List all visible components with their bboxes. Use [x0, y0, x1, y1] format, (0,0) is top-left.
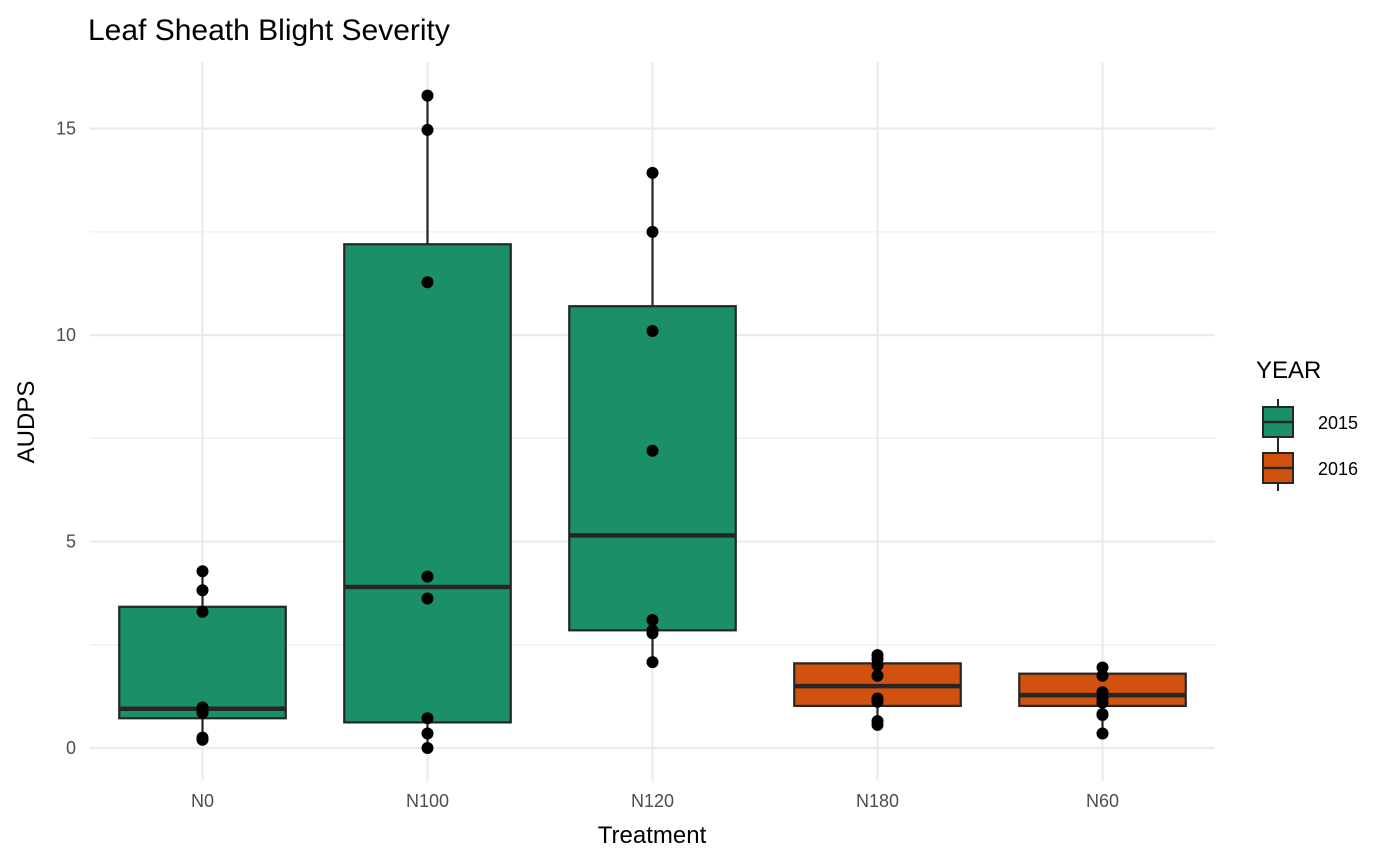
- data-point: [196, 584, 209, 597]
- points-layer: [196, 89, 1109, 754]
- data-point: [1096, 661, 1109, 674]
- data-point: [1096, 669, 1109, 682]
- data-point: [871, 718, 884, 731]
- x-tick-label: N100: [406, 791, 449, 811]
- data-point: [421, 742, 434, 754]
- data-point: [421, 89, 434, 102]
- x-tick-label: N0: [191, 791, 214, 811]
- data-point: [646, 444, 659, 457]
- y-axis-title: AUDPS: [13, 381, 40, 464]
- data-point: [1096, 696, 1109, 709]
- data-point: [196, 706, 209, 719]
- y-tick-label: 10: [56, 325, 76, 345]
- x-axis-title: Treatment: [598, 822, 707, 849]
- box-n100: [343, 95, 512, 748]
- legend-key-2015: [1262, 399, 1294, 445]
- data-point: [421, 123, 434, 136]
- data-point: [421, 712, 434, 725]
- legend-key-2016: [1262, 445, 1294, 491]
- data-point: [871, 669, 884, 682]
- data-point: [196, 733, 209, 746]
- legend-label: 2016: [1318, 459, 1358, 479]
- box-body: [343, 243, 512, 724]
- data-point: [421, 570, 434, 583]
- y-tick-label: 15: [56, 119, 76, 139]
- chart-title: Leaf Sheath Blight Severity: [88, 14, 450, 47]
- data-point: [646, 656, 659, 669]
- data-point: [646, 627, 659, 640]
- data-point: [196, 605, 209, 618]
- data-point: [646, 324, 659, 337]
- box-body: [568, 305, 737, 632]
- box-n120: [568, 172, 737, 663]
- legend-title: YEAR: [1256, 357, 1321, 384]
- data-point: [646, 614, 659, 627]
- x-tick-label: N120: [631, 791, 674, 811]
- y-axis-ticks: 0 5 10 15: [56, 119, 76, 758]
- y-tick-label: 0: [66, 738, 76, 758]
- x-tick-label: N180: [856, 791, 899, 811]
- data-point: [1096, 727, 1109, 740]
- data-point: [646, 225, 659, 238]
- boxes-layer: [118, 95, 1187, 748]
- data-point: [871, 659, 884, 672]
- legend-label: 2015: [1318, 413, 1358, 433]
- data-point: [421, 592, 434, 605]
- y-tick-label: 5: [66, 532, 76, 552]
- data-point: [421, 276, 434, 289]
- data-point: [646, 166, 659, 179]
- data-point: [196, 565, 209, 578]
- legend: YEAR 2015 2016: [1256, 357, 1358, 491]
- box-body: [118, 605, 287, 720]
- x-tick-label: N60: [1086, 791, 1119, 811]
- data-point: [421, 727, 434, 740]
- data-point: [871, 695, 884, 708]
- x-axis-ticks: N0 N100 N120 N180 N60: [191, 791, 1119, 811]
- data-point: [1096, 708, 1109, 721]
